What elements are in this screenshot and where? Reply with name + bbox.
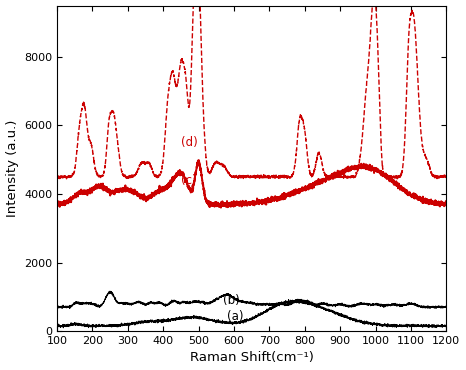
Text: (d): (d) bbox=[181, 136, 198, 149]
X-axis label: Raman Shift(cm⁻¹): Raman Shift(cm⁻¹) bbox=[190, 352, 314, 364]
Y-axis label: Intensity (a.u.): Intensity (a.u.) bbox=[6, 120, 19, 217]
Text: (b): (b) bbox=[223, 294, 240, 307]
Text: (a): (a) bbox=[227, 310, 243, 323]
Text: (c): (c) bbox=[181, 174, 197, 187]
